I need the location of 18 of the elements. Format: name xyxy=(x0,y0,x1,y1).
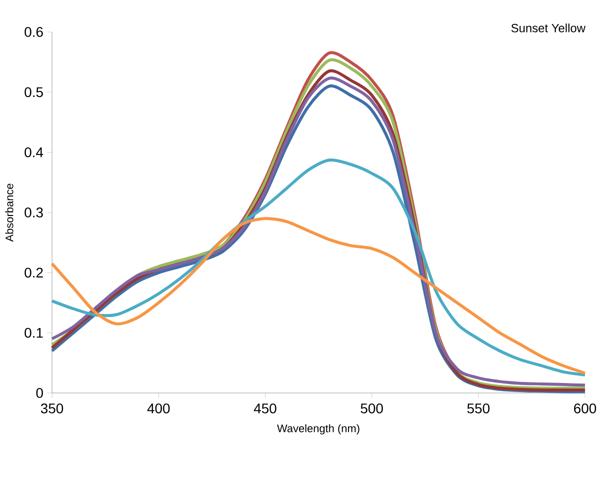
y-tick-label: 0.4 xyxy=(24,147,44,158)
chart-title: Sunset Yellow xyxy=(511,24,586,32)
x-axis-title: Wavelength (nm) xyxy=(277,424,360,434)
y-tick-label: 0.3 xyxy=(24,208,43,218)
y-tick-label: 0.6 xyxy=(24,27,43,37)
x-tick-label: 600 xyxy=(574,403,596,414)
y-axis-title: Absorbance xyxy=(5,184,14,242)
x-tick-label: 450 xyxy=(254,403,276,414)
y-tick-label: 0 xyxy=(36,388,43,398)
y-tick-label: 0.2 xyxy=(24,268,43,278)
x-tick-label: 550 xyxy=(467,403,490,414)
x-tick-label: 500 xyxy=(360,403,383,414)
line-series xyxy=(50,158,587,376)
x-tick-label: 400 xyxy=(147,403,170,414)
y-tick-label: 0.5 xyxy=(24,87,43,98)
line-series xyxy=(50,217,587,375)
y-tick-label: 0.1 xyxy=(24,328,43,338)
x-tick-label: 350 xyxy=(40,403,64,414)
